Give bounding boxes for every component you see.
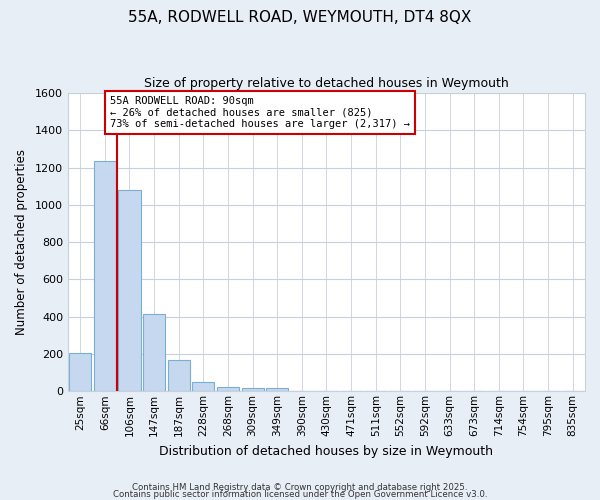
Bar — [118, 190, 140, 392]
Bar — [69, 353, 91, 392]
X-axis label: Distribution of detached houses by size in Weymouth: Distribution of detached houses by size … — [160, 444, 493, 458]
Bar — [217, 386, 239, 392]
Bar — [167, 360, 190, 392]
Text: 55A RODWELL ROAD: 90sqm
← 26% of detached houses are smaller (825)
73% of semi-d: 55A RODWELL ROAD: 90sqm ← 26% of detache… — [110, 96, 410, 129]
Bar — [94, 161, 116, 392]
Title: Size of property relative to detached houses in Weymouth: Size of property relative to detached ho… — [144, 78, 509, 90]
Text: Contains public sector information licensed under the Open Government Licence v3: Contains public sector information licen… — [113, 490, 487, 499]
Text: Contains HM Land Registry data © Crown copyright and database right 2025.: Contains HM Land Registry data © Crown c… — [132, 484, 468, 492]
Bar — [143, 314, 165, 392]
Text: 55A, RODWELL ROAD, WEYMOUTH, DT4 8QX: 55A, RODWELL ROAD, WEYMOUTH, DT4 8QX — [128, 10, 472, 25]
Bar — [242, 388, 263, 392]
Y-axis label: Number of detached properties: Number of detached properties — [15, 149, 28, 335]
Bar — [192, 382, 214, 392]
Bar — [266, 388, 289, 392]
